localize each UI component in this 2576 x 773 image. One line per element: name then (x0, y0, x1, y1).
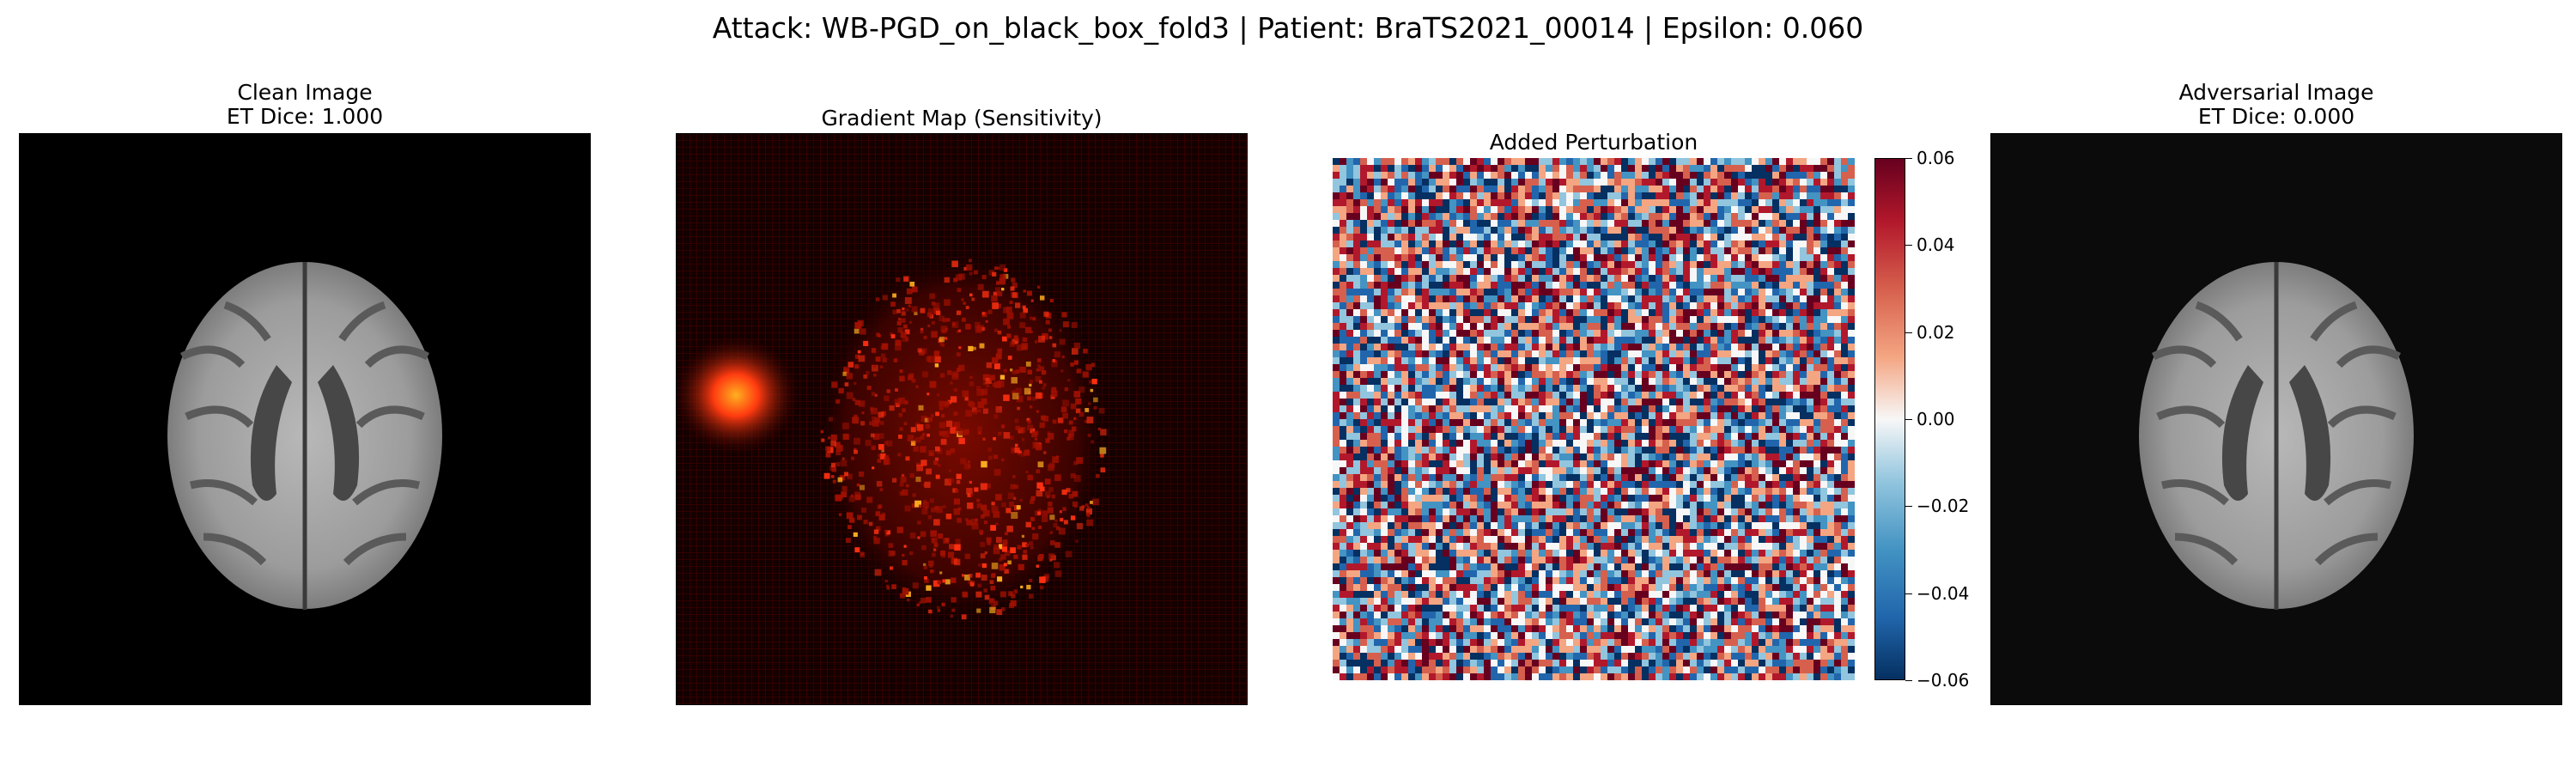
colorbar-tick (1905, 158, 1912, 159)
adversarial-image-dice: ET Dice: 0.000 (2197, 104, 2355, 129)
colorbar-tick (1905, 680, 1912, 681)
colorbar-tick-label: 0.00 (1917, 409, 1955, 429)
clean-brain-mri (167, 262, 442, 610)
colorbar-tick (1905, 506, 1912, 507)
figure-suptitle: Attack: WB-PGD_on_black_box_fold3 | Pati… (712, 11, 1864, 45)
gradient-heatmap (676, 133, 1248, 705)
colorbar-tick (1905, 593, 1912, 594)
clean-image-title-block: Clean Image ET Dice: 1.000 (19, 81, 591, 129)
perturbation-noise (1333, 158, 1855, 680)
adversarial-image-title: Adversarial Image (2178, 80, 2374, 105)
clean-image (19, 133, 591, 705)
adversarial-brain-mri (1990, 133, 2562, 705)
colorbar-tick (1905, 419, 1912, 420)
colorbar-tick (1905, 245, 1912, 246)
clean-image-dice: ET Dice: 1.000 (226, 104, 384, 129)
colorbar-tick-label: −0.02 (1917, 496, 1970, 516)
gradient-map-title: Gradient Map (Sensitivity) (821, 106, 1103, 131)
colorbar-tick-label: −0.04 (1917, 583, 1970, 604)
adversarial-image (1990, 133, 2562, 705)
perturbation-image (1333, 158, 1855, 680)
perturbation-title-block: Added Perturbation (1333, 131, 1855, 155)
clean-image-title: Clean Image (237, 80, 373, 105)
gradient-map (676, 133, 1248, 705)
gradient-map-title-block: Gradient Map (Sensitivity) (676, 107, 1248, 131)
colorbar-tick-label: −0.06 (1917, 670, 1970, 691)
colorbar-tick-label: 0.06 (1917, 148, 1955, 168)
perturbation-title: Added Perturbation (1489, 130, 1698, 155)
adversarial-image-title-block: Adversarial Image ET Dice: 0.000 (1990, 81, 2562, 129)
perturbation-colorbar (1874, 158, 1905, 680)
colorbar-tick-label: 0.04 (1917, 234, 1955, 255)
colorbar-tick (1905, 332, 1912, 333)
colorbar-tick-label: 0.02 (1917, 322, 1955, 343)
